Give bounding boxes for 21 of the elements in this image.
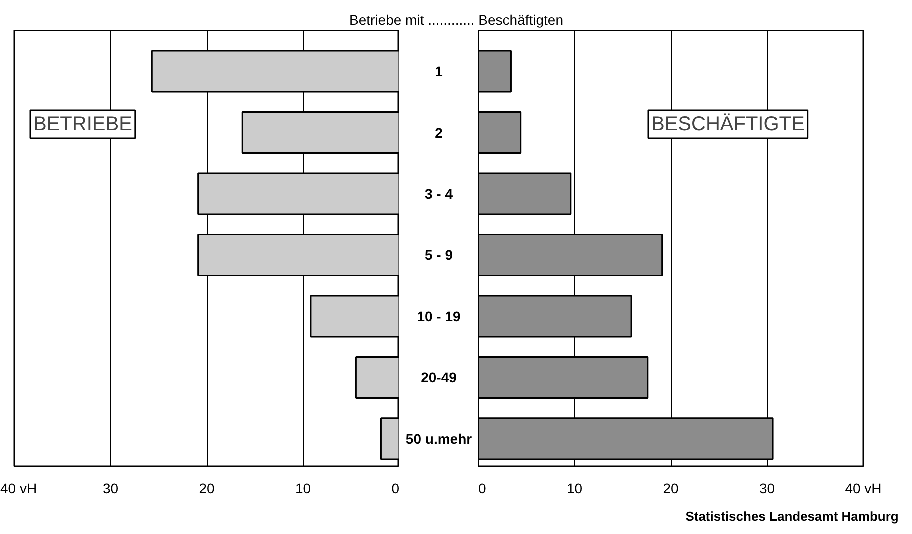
y-tick-label: 10 - 19 — [417, 308, 462, 324]
y-tick-label: 5 - 9 — [424, 247, 454, 264]
x-tick-label: 10 — [295, 480, 312, 496]
x-tick-label: 0 — [392, 480, 400, 496]
y-tick-label: 1 — [435, 64, 444, 80]
x-tick-label: 20 — [663, 480, 679, 496]
x-tick-label: 30 — [759, 480, 776, 496]
x-tick-label: 0 — [478, 480, 486, 496]
x-tick-label: 40 vH — [0, 480, 38, 496]
y-tick-label: 3 - 4 — [424, 186, 454, 202]
text: BETRIEBE — [34, 114, 132, 136]
x-tick-label: 40 vH — [845, 480, 882, 496]
y-tick-label: 2 — [435, 124, 444, 141]
x-tick-label: 20 — [199, 480, 215, 496]
text: Statistisches Landesamt Hamburg — [686, 509, 899, 524]
text: BESCHÄFTIGTE — [652, 114, 805, 136]
y-tick-label: 20-49 — [421, 370, 458, 386]
x-tick-label: 30 — [102, 480, 119, 496]
x-tick-label: 10 — [566, 480, 583, 496]
y-axis-title: Betriebe mit ............ Beschäftigten — [350, 12, 564, 28]
y-tick-label: 50 u.mehr — [406, 430, 473, 447]
